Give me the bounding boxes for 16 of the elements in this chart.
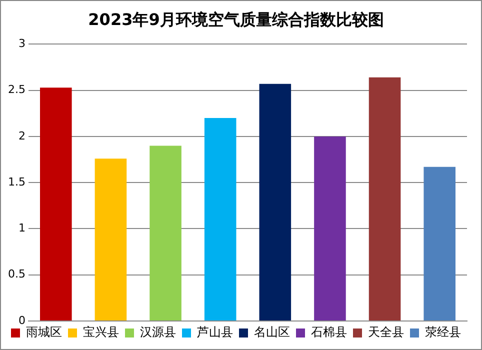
chart-title: 2023年9月环境空气质量综合指数比较图 bbox=[88, 10, 384, 29]
legend-label: 雨城区 bbox=[26, 325, 62, 340]
legend-label: 石棉县 bbox=[311, 325, 347, 340]
y-tick-label: 1.5 bbox=[8, 175, 26, 188]
legend-label: 名山区 bbox=[254, 325, 290, 340]
y-tick-label: 1 bbox=[18, 222, 26, 235]
y-tick-label: 0.5 bbox=[8, 268, 26, 281]
legend-label: 芦山县 bbox=[197, 325, 233, 340]
y-tick-label: 2 bbox=[18, 129, 26, 142]
legend-label: 汉源县 bbox=[140, 325, 176, 340]
legend-label: 宝兴县 bbox=[83, 325, 119, 340]
legend-label: 荥经县 bbox=[425, 325, 461, 340]
y-tick-label: 2.5 bbox=[8, 83, 26, 96]
y-tick-label: 0 bbox=[18, 314, 26, 327]
legend-label: 天全县 bbox=[368, 325, 404, 340]
y-tick-label: 3 bbox=[18, 37, 26, 50]
